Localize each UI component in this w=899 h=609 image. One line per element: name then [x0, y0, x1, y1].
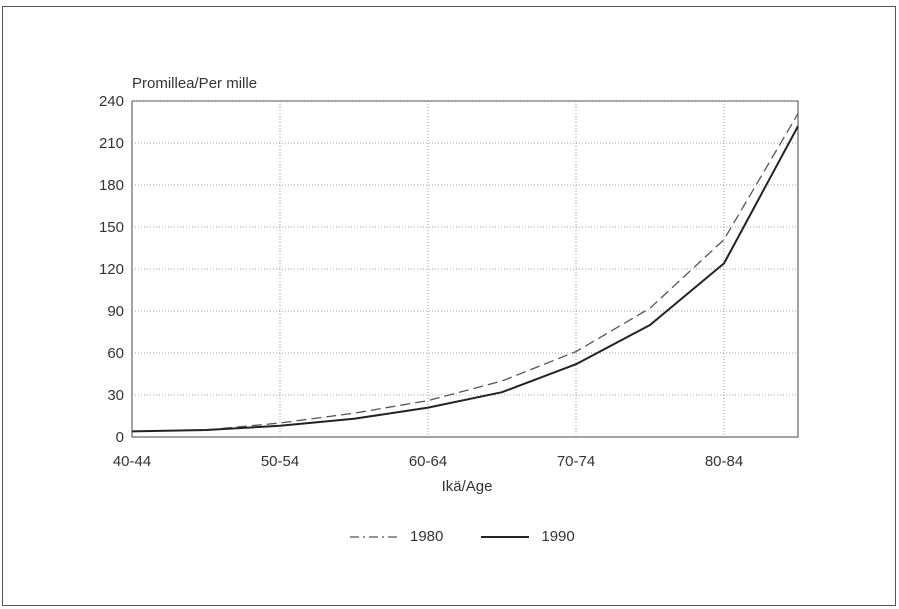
y-tick-label: 240: [99, 93, 124, 110]
y-axis-label: Promillea/Per mille: [132, 75, 258, 92]
legend-swatch-solid: [481, 535, 530, 538]
legend-item-1990: 1990: [481, 528, 575, 545]
x-tick-label: 60-64: [409, 453, 447, 470]
y-tick-label: 180: [99, 177, 124, 194]
y-tick-label: 0: [116, 429, 124, 446]
legend: 1980 1990: [350, 528, 613, 545]
y-tick-label: 120: [99, 261, 124, 278]
legend-label-1980: 1980: [410, 528, 444, 545]
series-line-1990: [131, 125, 799, 433]
x-tick-label: 40-44: [113, 453, 151, 470]
chart-frame: [2, 6, 896, 606]
x-tick-label: 70-74: [557, 453, 595, 470]
y-tick-label: 90: [107, 303, 124, 320]
y-tick-label: 150: [99, 219, 124, 236]
y-tick-label: 30: [107, 387, 124, 404]
x-tick-label: 80-84: [705, 453, 743, 470]
legend-item-1980: 1980: [350, 528, 443, 545]
series-line-1980: [131, 113, 799, 433]
x-tick-label: 50-54: [261, 453, 299, 470]
y-tick-label: 210: [99, 135, 124, 152]
legend-label-1990: 1990: [541, 528, 575, 545]
x-axis-label: Ikä/Age: [441, 478, 493, 495]
legend-swatch-dashed: [350, 535, 398, 538]
y-tick-label: 60: [107, 345, 124, 362]
